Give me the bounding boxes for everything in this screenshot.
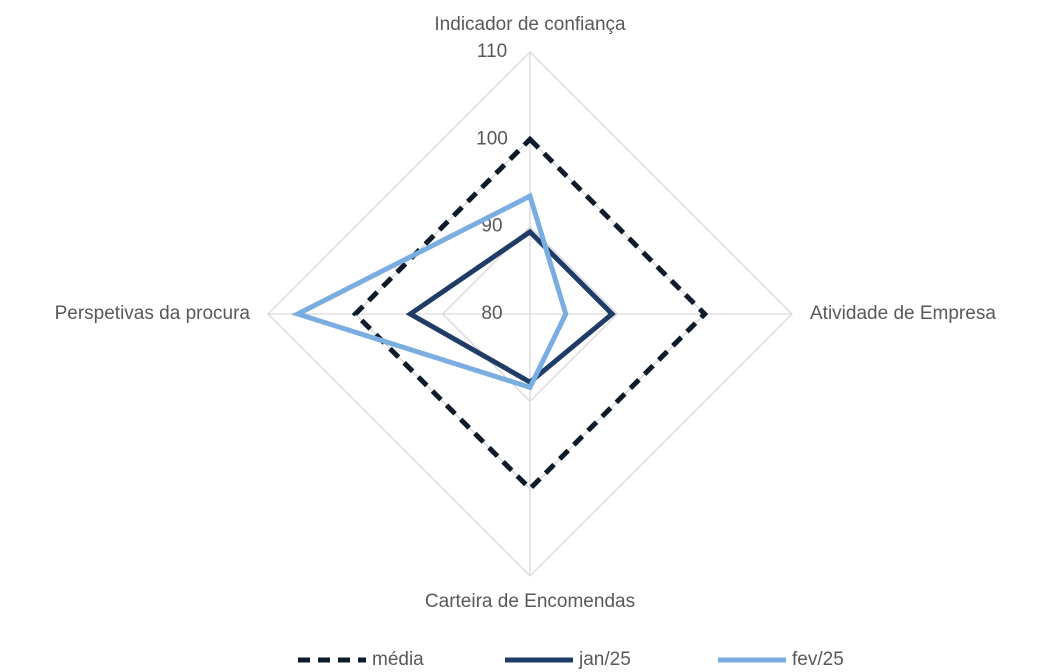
tick-label: 110 [477, 41, 507, 62]
legend-label: fev/25 [792, 649, 844, 670]
tick-label: 90 [481, 216, 502, 237]
legend-label: jan/25 [578, 649, 631, 670]
axis-label: Indicador de confiança [434, 14, 626, 35]
tick-label: 100 [476, 128, 508, 149]
tick-label: 80 [481, 303, 502, 324]
legend-label: média [372, 649, 424, 670]
axis-label: Carteira de Encomendas [425, 591, 635, 612]
series-line [291, 192, 569, 391]
axis-label: Perspetivas da procura [55, 303, 251, 324]
axis-label: Atividade de Empresa [810, 303, 996, 324]
